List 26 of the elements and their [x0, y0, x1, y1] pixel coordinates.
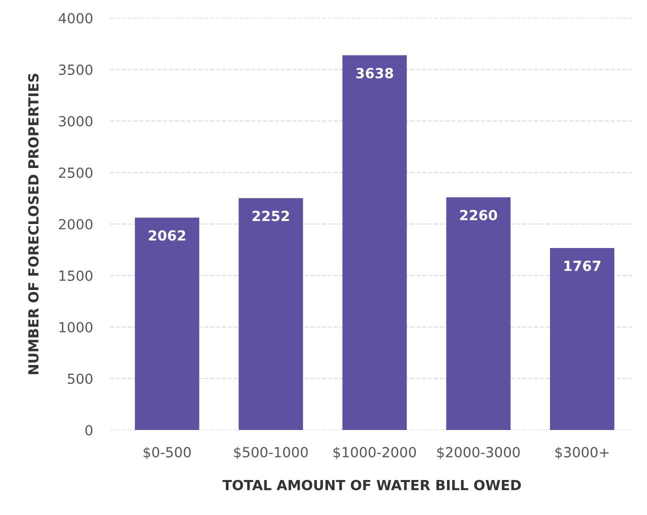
- data-label: 2062: [148, 230, 186, 241]
- bar: [446, 197, 511, 430]
- y-tick-label: 3500: [59, 64, 92, 75]
- bar: [238, 198, 304, 430]
- x-axis-title: TOTAL AMOUNT OF WATER BILL OWED: [222, 480, 521, 490]
- y-tick-label: 3000: [59, 116, 92, 126]
- y-tick-label: 2000: [58, 218, 92, 230]
- y-axis-title: NUMBER OF FORECLOSED PROPERTIES: [28, 74, 39, 374]
- data-label: 2252: [252, 210, 289, 222]
- bar: [342, 55, 407, 430]
- y-tick-label: 500: [68, 373, 92, 384]
- x-tick-label: $1000-2000: [334, 446, 416, 460]
- x-tick-label: $0-500: [144, 446, 191, 460]
- data-label: 2260: [460, 210, 498, 220]
- y-tick-label: 1000: [60, 322, 92, 332]
- data-label: 3638: [356, 68, 394, 78]
- y-tick-label: 1500: [60, 270, 92, 281]
- x-tick-label: $2000-3000: [437, 446, 520, 460]
- y-tick-label: 0: [85, 424, 92, 436]
- x-tick-label: $500-1000: [234, 446, 308, 460]
- data-label: 1767: [564, 260, 600, 272]
- y-tick-label: 2500: [58, 167, 92, 178]
- y-tick-label: 4000: [58, 12, 92, 24]
- x-tick-label: $3000+: [555, 446, 609, 460]
- bar: [550, 248, 614, 430]
- bar: [134, 218, 200, 430]
